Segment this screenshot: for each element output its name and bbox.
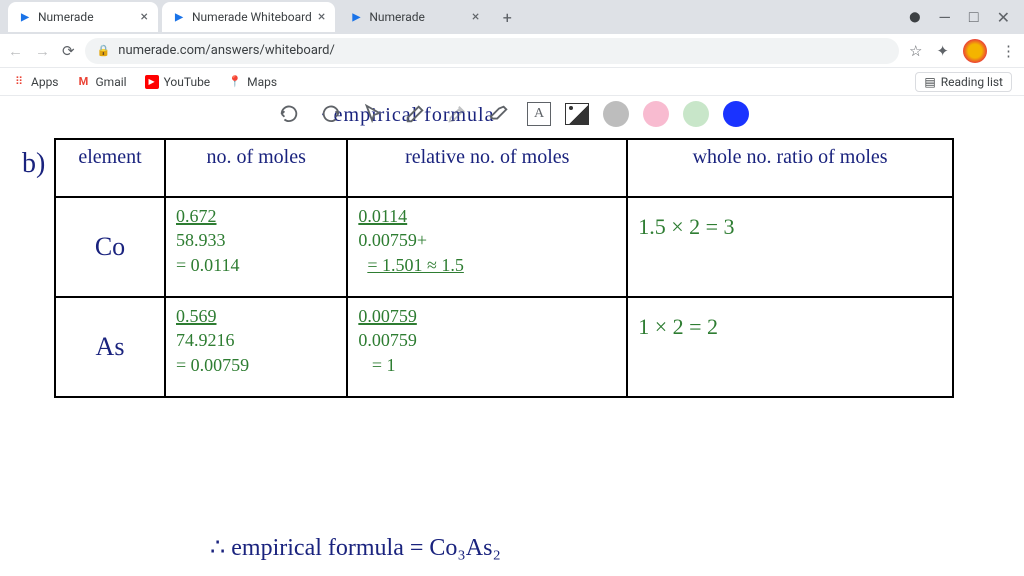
bookmarks-bar: ⠿ Apps M Gmail ▶ YouTube 📍 Maps ▤ Readin…: [0, 68, 1024, 96]
tab-favicon-icon: ▶: [18, 10, 32, 24]
bookmark-apps[interactable]: ⠿ Apps: [12, 75, 59, 89]
gmail-icon: M: [77, 75, 91, 89]
bookmark-youtube[interactable]: ▶ YouTube: [145, 75, 211, 89]
color-gray[interactable]: [603, 101, 629, 127]
whiteboard-toolbar: A: [275, 100, 749, 128]
tab-0[interactable]: ▶ Numerade ×: [8, 2, 158, 32]
section-label: b): [22, 148, 45, 180]
address-bar: ← → ⟳ 🔒 numerade.com/answers/whiteboard/…: [0, 34, 1024, 68]
bookmark-maps[interactable]: 📍 Maps: [228, 75, 277, 89]
reading-list-label: Reading list: [941, 75, 1003, 89]
tab-title: Numerade: [38, 10, 94, 24]
url-input[interactable]: 🔒 numerade.com/answers/whiteboard/: [85, 38, 899, 64]
color-mint[interactable]: [683, 101, 709, 127]
tab-strip: ▶ Numerade × ▶ Numerade Whiteboard × ▶ N…: [0, 0, 895, 34]
maps-icon: 📍: [228, 75, 242, 89]
close-icon[interactable]: ×: [141, 9, 148, 25]
new-tab-button[interactable]: +: [493, 8, 521, 27]
record-icon: ⬤: [909, 12, 920, 23]
extensions-icon[interactable]: ✦: [936, 42, 949, 60]
whiteboard-canvas[interactable]: · empirical formula b) element no. of mo…: [0, 96, 1024, 576]
minimize-button[interactable]: —: [938, 8, 951, 27]
color-blue[interactable]: [723, 101, 749, 127]
bookmark-label: Gmail: [96, 75, 127, 89]
close-icon[interactable]: ×: [318, 9, 325, 25]
co-moles-calc: 0.672 58.933 = 0.0114: [165, 197, 347, 297]
tab-title: Numerade: [369, 10, 425, 24]
more-icon[interactable]: ⋮: [1001, 42, 1016, 60]
lock-icon: 🔒: [97, 44, 111, 57]
as-moles-calc: 0.569 74.9216 = 0.00759: [165, 297, 347, 397]
as-relative-calc: 0.00759 0.00759 = 1: [347, 297, 627, 397]
reload-button[interactable]: ⟳: [62, 42, 75, 60]
empirical-formula-result: ∴ empirical formula = Co₃As₂: [210, 533, 501, 562]
tab-favicon-icon: ▶: [349, 10, 363, 24]
header-moles: no. of moles: [165, 139, 347, 197]
highlighter-tool[interactable]: [443, 100, 471, 128]
avatar[interactable]: [963, 39, 987, 63]
bookmark-label: Maps: [247, 75, 277, 89]
eraser-tool[interactable]: [485, 100, 513, 128]
header-ratio: whole no. ratio of moles: [627, 139, 953, 197]
maximize-button[interactable]: □: [969, 7, 979, 27]
header-relative: relative no. of moles: [347, 139, 627, 197]
browser-titlebar: ▶ Numerade × ▶ Numerade Whiteboard × ▶ N…: [0, 0, 1024, 34]
window-controls: ⬤ — □ ✕: [895, 0, 1024, 34]
close-icon[interactable]: ×: [472, 9, 479, 25]
element-co: Co: [55, 197, 165, 297]
tab-2[interactable]: ▶ Numerade ×: [339, 2, 489, 32]
star-icon[interactable]: ☆: [909, 42, 922, 60]
as-ratio: 1 × 2 = 2: [627, 297, 953, 397]
tab-title: Numerade Whiteboard: [192, 10, 312, 24]
header-element: element: [55, 139, 165, 197]
pen-tool[interactable]: [401, 100, 429, 128]
reading-list-icon: ▤: [924, 75, 935, 89]
image-tool[interactable]: [565, 103, 589, 125]
tab-favicon-icon: ▶: [172, 10, 186, 24]
calculation-table: element no. of moles relative no. of mol…: [54, 138, 954, 398]
redo-button[interactable]: [317, 100, 345, 128]
co-ratio: 1.5 × 2 = 3: [627, 197, 953, 297]
back-button[interactable]: ←: [8, 42, 23, 60]
bookmark-gmail[interactable]: M Gmail: [77, 75, 127, 89]
tab-1[interactable]: ▶ Numerade Whiteboard ×: [162, 2, 335, 32]
pointer-tool[interactable]: [359, 100, 387, 128]
bookmark-label: YouTube: [164, 75, 211, 89]
undo-button[interactable]: [275, 100, 303, 128]
close-window-button[interactable]: ✕: [997, 8, 1010, 27]
reading-list-button[interactable]: ▤ Reading list: [915, 72, 1012, 92]
youtube-icon: ▶: [145, 75, 159, 89]
bookmark-label: Apps: [31, 75, 59, 89]
apps-icon: ⠿: [12, 75, 26, 89]
color-pink[interactable]: [643, 101, 669, 127]
forward-button[interactable]: →: [35, 42, 50, 60]
text-tool[interactable]: A: [527, 102, 551, 126]
element-as: As: [55, 297, 165, 397]
co-relative-calc: 0.0114 0.00759+ = 1.501 ≈ 1.5: [347, 197, 627, 297]
url-text: numerade.com/answers/whiteboard/: [118, 43, 335, 58]
